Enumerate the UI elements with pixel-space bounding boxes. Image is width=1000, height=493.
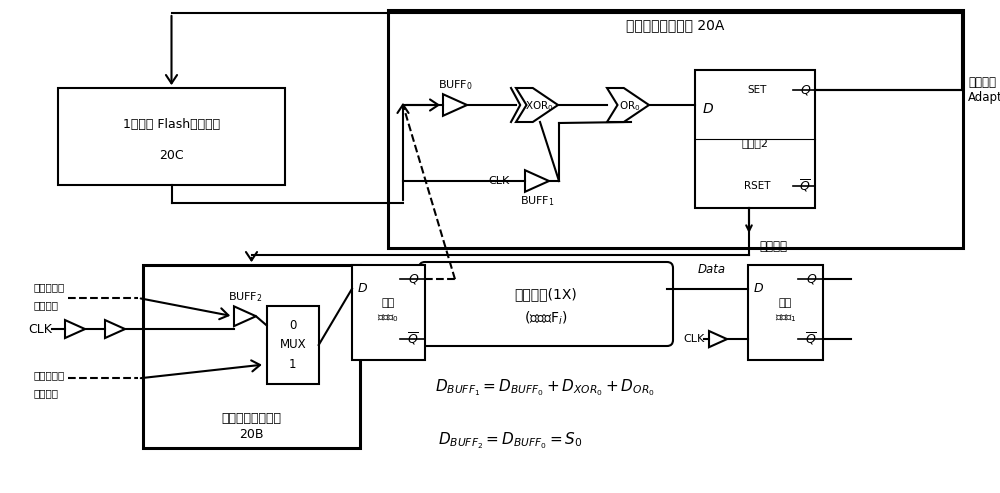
Bar [748, 265, 823, 360]
Text: 触发器$_1$: 触发器$_1$ [775, 312, 796, 324]
Text: 20C: 20C [159, 149, 184, 162]
Text: 1比特的 Flash存储空间: 1比特的 Flash存储空间 [123, 118, 220, 131]
Text: Adapt_EN: Adapt_EN [968, 92, 1000, 105]
Text: D: D [358, 282, 368, 295]
Text: $D_{BUFF_1} = D_{BUFF_0} + D_{XOR_0} + D_{OR_0}$: $D_{BUFF_1} = D_{BUFF_0} + D_{XOR_0} + D… [435, 378, 655, 398]
Text: SET: SET [748, 85, 767, 95]
Text: 速度分级检测模块 20A: 速度分级检测模块 20A [626, 18, 725, 32]
Text: RSET: RSET [744, 181, 771, 191]
Text: 捕获: 捕获 [779, 298, 792, 308]
Text: (频率为F$_i$): (频率为F$_i$) [524, 310, 568, 327]
Text: Q: Q [800, 83, 810, 97]
Polygon shape [516, 88, 558, 122]
Polygon shape [105, 320, 125, 338]
Text: XOR$_0$: XOR$_0$ [525, 99, 553, 113]
Text: $D_{BUFF_2} = D_{BUFF_0} = S_0$: $D_{BUFF_2} = D_{BUFF_0} = S_0$ [438, 431, 582, 451]
Text: $\overline{Q}$: $\overline{Q}$ [799, 178, 811, 194]
FancyBboxPatch shape [419, 262, 673, 346]
Text: OR$_0$: OR$_0$ [619, 99, 641, 113]
Text: D: D [703, 102, 714, 116]
Text: 时钟路径: 时钟路径 [33, 300, 58, 310]
Text: 启动: 启动 [382, 298, 395, 308]
Text: CLK: CLK [683, 334, 705, 344]
Text: $\overline{Q}$: $\overline{Q}$ [805, 331, 817, 348]
Text: 调节之后的: 调节之后的 [33, 370, 64, 380]
Bar [695, 70, 815, 208]
Text: $\overline{Q}$: $\overline{Q}$ [407, 331, 419, 348]
Text: MUX: MUX [279, 339, 306, 352]
Text: 时序收敛的: 时序收敛的 [33, 282, 64, 292]
Text: 1: 1 [289, 358, 296, 371]
Polygon shape [607, 88, 649, 122]
Text: 触发器$_0$: 触发器$_0$ [377, 312, 400, 324]
Text: Data: Data [698, 263, 726, 276]
Polygon shape [234, 306, 256, 326]
Polygon shape [525, 170, 549, 192]
Bar [352, 265, 425, 360]
Text: CLK: CLK [28, 322, 52, 336]
Text: D: D [754, 282, 764, 295]
Text: 速度分级调节模块: 速度分级调节模块 [222, 412, 282, 424]
Text: Q: Q [408, 273, 418, 286]
Text: BUFF$_1$: BUFF$_1$ [520, 194, 554, 208]
Text: Q: Q [806, 273, 816, 286]
Bar [267, 306, 319, 384]
Bar [143, 265, 360, 448]
Polygon shape [65, 320, 85, 338]
Text: 关键路径(1X): 关键路径(1X) [515, 287, 577, 302]
Text: 触发器2: 触发器2 [742, 138, 768, 148]
Text: CLK: CLK [488, 176, 510, 186]
Bar [388, 10, 963, 248]
Text: 20B: 20B [239, 427, 264, 441]
Text: BUFF$_0$: BUFF$_0$ [438, 78, 472, 92]
Text: 复位信号: 复位信号 [759, 240, 787, 252]
Polygon shape [443, 94, 467, 116]
Bar [58, 88, 285, 185]
Text: BUFF$_2$: BUFF$_2$ [228, 290, 262, 304]
Text: 时钟路径: 时钟路径 [33, 388, 58, 398]
Text: 调节信号: 调节信号 [968, 75, 996, 89]
Polygon shape [709, 331, 727, 347]
Text: 0: 0 [289, 319, 296, 332]
